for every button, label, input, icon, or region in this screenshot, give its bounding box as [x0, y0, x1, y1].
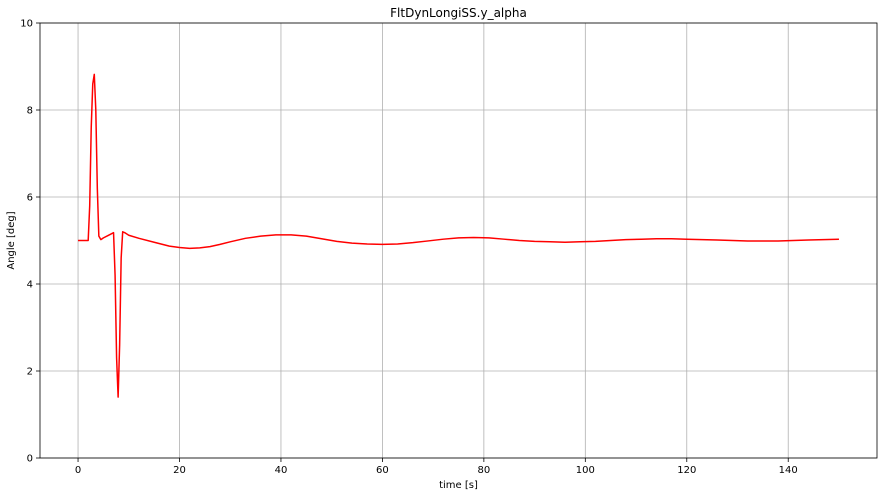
x-tick-label: 80 [477, 465, 490, 476]
y-axis-ticks: 0 2 4 6 8 10 [20, 19, 40, 465]
x-tick-label: 140 [779, 465, 798, 476]
x-axis-ticks: 0 20 40 60 80 100 120 140 [75, 458, 798, 476]
chart-title: FltDynLongiSS.y_alpha [390, 6, 527, 20]
x-tick-label: 100 [576, 465, 595, 476]
y-tick-label: 2 [27, 367, 33, 378]
x-tick-label: 20 [173, 465, 186, 476]
y-tick-label: 6 [27, 193, 33, 204]
series-line-1 [78, 73, 839, 398]
x-axis-label: time [s] [439, 480, 478, 491]
x-tick-label: 0 [75, 465, 81, 476]
y-tick-label: 8 [27, 106, 33, 117]
x-tick-label: 60 [376, 465, 389, 476]
x-tick-label: 120 [677, 465, 696, 476]
y-tick-label: 10 [20, 19, 33, 30]
x-tick-label: 40 [275, 465, 288, 476]
series-layer [78, 73, 839, 398]
y-tick-label: 4 [27, 280, 33, 291]
plot-frame [39, 22, 878, 459]
y-tick-label: 0 [27, 454, 33, 465]
y-axis-label: Angle [deg] [6, 211, 17, 269]
